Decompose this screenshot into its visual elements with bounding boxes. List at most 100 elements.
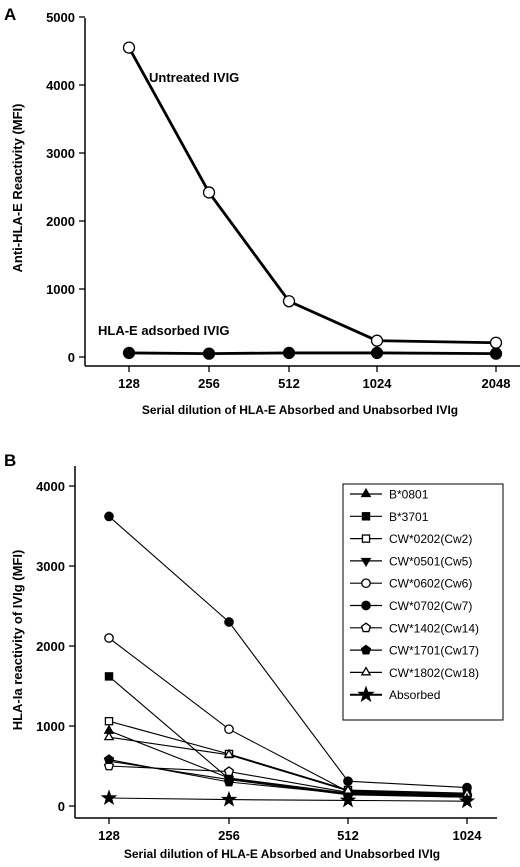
series-line-b-0801: [108, 730, 468, 797]
legend-label: CW*0501(Cw5): [389, 554, 472, 568]
legend-item-cw-1402-cw14: CW*1402(Cw14): [350, 621, 479, 635]
panel-a-label: A: [4, 5, 16, 24]
legend-item-cw-0501-cw5: CW*0501(Cw5): [350, 554, 472, 568]
series-untreated-ivig: [122, 41, 503, 349]
legend-item-cw-1802-cw18: CW*1802(Cw18): [350, 666, 479, 680]
data-point-cw-1402-cw14: [223, 766, 235, 776]
legend-marker: [360, 557, 372, 568]
series-line-cw-0702-cw7: [108, 515, 468, 789]
series-label-adsorbed: HLA-E adsorbed IVIG: [98, 323, 229, 338]
x-tick-label: 2048: [482, 376, 511, 391]
series-hla-e-adsorbed-ivig: [122, 346, 503, 360]
legend-item-cw-0602-cw6: CW*0602(Cw6): [350, 577, 472, 591]
data-point-cw-1701-cw17: [223, 776, 235, 787]
panel-a-x-axis-label: Serial dilution of HLA-E Absorbed and Un…: [142, 403, 458, 417]
panel-a-y-axis-label: Anti-HLA-E Reactivity (MFI): [10, 104, 25, 273]
legend-marker: [361, 534, 371, 543]
y-tick-label: 4000: [46, 78, 75, 93]
panel-b-x-axis-label: Serial dilution of HLA-E Absorbed and Un…: [124, 847, 440, 861]
data-point-cw-0702-cw7: [343, 776, 353, 787]
legend-item-absorbed: Absorbed: [350, 685, 440, 703]
data-point-untreated-ivig: [282, 295, 296, 308]
panel-a: A 0 1000 2000 3000 4000 5000 128 256 512 1024 2048…: [4, 5, 520, 417]
legend-marker: [360, 666, 372, 676]
y-tick-label: 5000: [46, 10, 75, 25]
legend-item-b-0801: B*0801: [350, 488, 429, 502]
series-line-cw-1802-cw18: [108, 736, 468, 795]
y-tick-label: 2000: [46, 214, 75, 229]
data-point-cw-1701-cw17: [103, 754, 115, 764]
data-point-b-3701: [104, 672, 114, 681]
legend-marker: [361, 600, 371, 611]
data-point-absorbed: [339, 791, 357, 808]
series-line-hla-e-adsorbed-ivig: [128, 351, 497, 356]
legend-item-b-3701: B*3701: [350, 510, 429, 524]
legend-marker: [361, 578, 371, 589]
data-point-cw-0602-cw6: [224, 724, 234, 735]
panel-b-y-axis-label: HLA-Ia reactivity of IVIg (MFI): [10, 550, 25, 731]
y-tick-label: 3000: [46, 146, 75, 161]
series-line-cw-1701-cw17: [108, 759, 468, 798]
series-line-cw-0602-cw6: [108, 637, 468, 796]
data-point-cw-0702-cw7: [224, 617, 234, 627]
x-tick-label: 256: [198, 376, 220, 391]
x-tick-label: 1024: [363, 376, 393, 391]
legend: B*0801 B*3701 CW*0202(Cw2) CW*0501(Cw5) CW*0…: [342, 483, 504, 721]
series-cw-1802-cw18: [103, 731, 473, 798]
legend-label: B*0801: [389, 488, 429, 502]
y-tick-label: 4000: [36, 479, 65, 494]
data-point-absorbed: [458, 792, 476, 809]
y-tick-label: 2000: [36, 639, 65, 654]
y-tick-label: 1000: [46, 282, 75, 297]
x-tick-label: 128: [118, 376, 140, 391]
legend-marker: [361, 512, 371, 521]
series-line-cw-0202-cw2: [108, 720, 468, 794]
data-point-hla-e-adsorbed-ivig: [122, 346, 136, 360]
series-label-untreated: Untreated IVIG: [149, 70, 239, 85]
legend-label: Absorbed: [389, 688, 440, 702]
x-tick-label: 512: [337, 828, 359, 843]
legend-marker: [360, 622, 372, 633]
panel-b-ticks: 0 1000 2000 3000 4000 128 256 512 1024: [36, 479, 482, 843]
legend-label: CW*1402(Cw14): [389, 621, 479, 635]
series-line-cw-1402-cw14: [108, 765, 468, 797]
x-tick-label: 128: [98, 828, 120, 843]
x-tick-label: 512: [278, 376, 300, 391]
data-point-untreated-ivig: [370, 334, 384, 347]
data-point-hla-e-adsorbed-ivig: [202, 347, 216, 360]
series-line-untreated-ivig: [127, 46, 497, 345]
data-point-cw-0602-cw6: [104, 633, 114, 643]
data-point-untreated-ivig: [489, 336, 503, 349]
y-tick-label: 1000: [36, 719, 65, 734]
data-point-hla-e-adsorbed-ivig: [282, 346, 296, 360]
series-cw-0702-cw7: [104, 511, 472, 793]
legend-marker: [360, 487, 372, 498]
data-point-hla-e-adsorbed-ivig: [370, 346, 384, 360]
data-point-hla-e-adsorbed-ivig: [489, 347, 503, 360]
legend-label: B*3701: [389, 510, 429, 524]
panel-b-label: B: [4, 451, 16, 470]
data-point-cw-1802-cw18: [103, 731, 115, 741]
legend-marker: [360, 644, 372, 655]
series-absorbed: [100, 789, 476, 809]
panel-a-series: [122, 41, 503, 360]
data-point-absorbed: [100, 789, 118, 806]
legend-label: CW*0702(Cw7): [389, 599, 472, 613]
data-point-untreated-ivig: [122, 41, 136, 54]
legend-item-cw-0702-cw7: CW*0702(Cw7): [350, 599, 472, 613]
y-tick-label: 0: [68, 350, 75, 365]
y-tick-label: 0: [58, 799, 65, 814]
legend-item-cw-1701-cw17: CW*1701(Cw17): [350, 644, 479, 658]
x-tick-label: 256: [218, 828, 240, 843]
legend-label: CW*1701(Cw17): [389, 644, 479, 658]
x-tick-label: 1024: [453, 828, 483, 843]
data-point-cw-0702-cw7: [104, 511, 114, 522]
y-tick-label: 3000: [36, 559, 65, 574]
data-point-cw-1802-cw18: [223, 748, 235, 758]
legend-label: CW*0202(Cw2): [389, 532, 472, 546]
data-point-untreated-ivig: [202, 186, 216, 199]
legend-item-cw-0202-cw2: CW*0202(Cw2): [350, 532, 472, 546]
panel-b: B 0 1000 2000 3000 4000 128 256 512 1024 Serial …: [4, 451, 504, 861]
legend-marker: [357, 685, 375, 703]
